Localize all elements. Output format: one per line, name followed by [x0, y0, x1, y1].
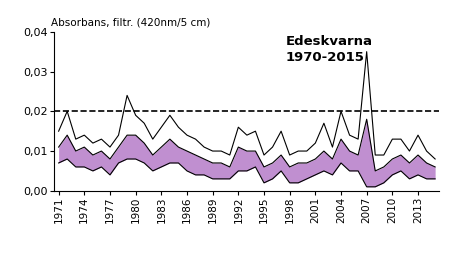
Text: Absorbans, filtr. (420nm/5 cm): Absorbans, filtr. (420nm/5 cm): [51, 17, 210, 27]
Text: Edeskvarna
1970-2015: Edeskvarna 1970-2015: [285, 35, 372, 64]
